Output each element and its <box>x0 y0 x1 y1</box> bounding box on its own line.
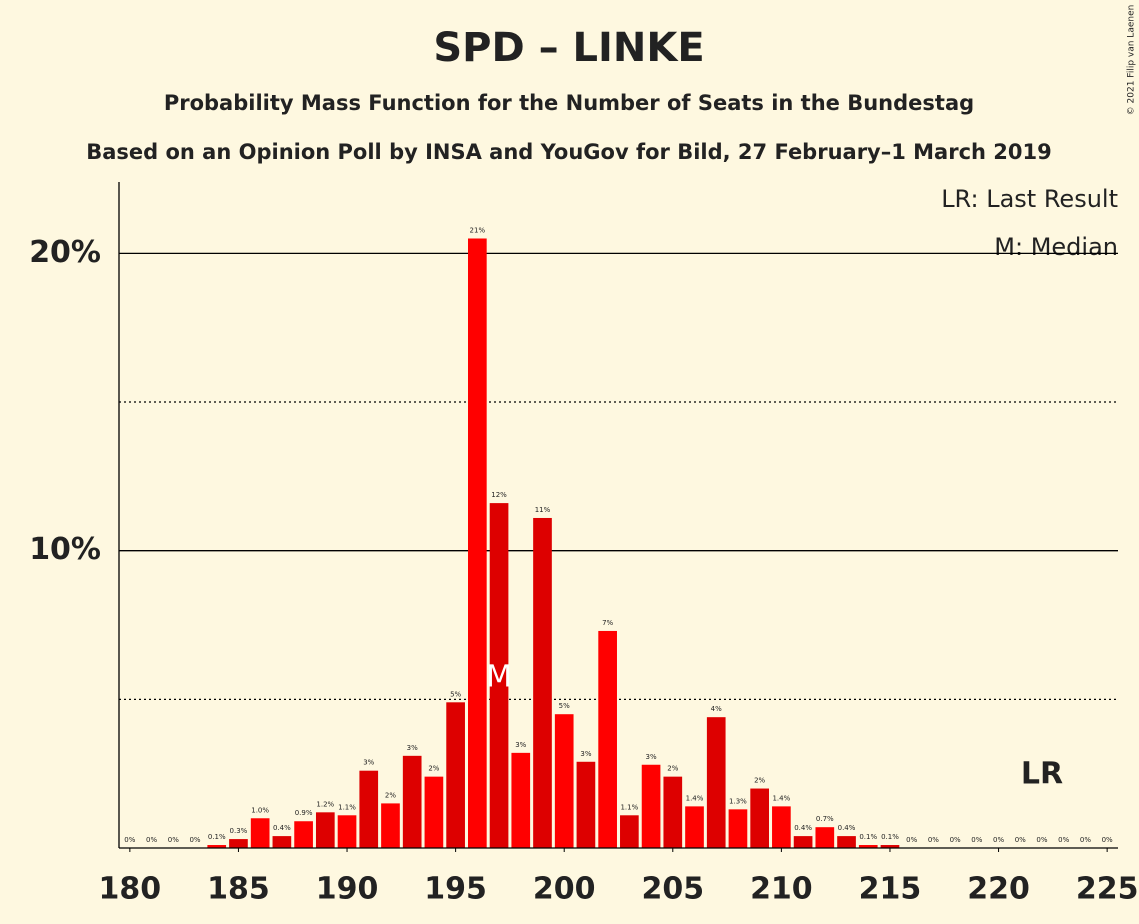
bar <box>815 827 835 848</box>
bar <box>511 752 531 848</box>
value-label: 0.1% <box>208 833 226 841</box>
value-label: 0% <box>189 836 200 844</box>
bar <box>337 815 357 848</box>
value-label: 0% <box>993 836 1004 844</box>
value-label: 5% <box>450 690 461 698</box>
value-label: 4% <box>711 705 722 713</box>
value-label: 5% <box>559 702 570 710</box>
value-label: 3% <box>580 750 591 758</box>
value-label: 3% <box>646 753 657 761</box>
value-label: 0.4% <box>838 824 856 832</box>
x-tick-label: 225 <box>1076 872 1139 907</box>
bar <box>489 503 509 848</box>
bar <box>207 845 227 848</box>
bar <box>359 770 379 848</box>
value-label: 0% <box>1102 836 1113 844</box>
value-label: 0.3% <box>230 827 248 835</box>
bar <box>706 717 726 848</box>
bar <box>576 761 596 848</box>
value-label: 0% <box>1080 836 1091 844</box>
copyright: © 2021 Filip van Laenen <box>1127 5 1137 116</box>
x-tick-label: 180 <box>99 872 162 907</box>
bar <box>315 812 335 848</box>
value-label: 2% <box>428 765 439 773</box>
bar <box>229 839 248 848</box>
value-label: 0% <box>906 836 917 844</box>
value-label: 2% <box>667 765 678 773</box>
value-label: 11% <box>535 506 551 514</box>
value-label: 12% <box>491 491 507 499</box>
bar <box>402 755 422 848</box>
value-label: 2% <box>754 777 765 785</box>
x-tick-label: 190 <box>316 872 379 907</box>
value-label: 3% <box>363 759 374 767</box>
bar <box>598 630 617 848</box>
x-tick-label: 205 <box>641 872 704 907</box>
value-label: 1.1% <box>620 803 638 811</box>
bar <box>772 806 791 848</box>
value-label: 1.1% <box>338 803 356 811</box>
bar <box>685 806 704 848</box>
value-label: 0.1% <box>881 833 899 841</box>
bar <box>467 238 487 848</box>
value-label: 3% <box>515 741 526 749</box>
bar <box>424 776 444 848</box>
chart-subtitle: Probability Mass Function for the Number… <box>164 91 974 115</box>
value-label: 0.9% <box>295 809 313 817</box>
bar <box>837 836 856 848</box>
y-tick-label: 20% <box>29 235 101 270</box>
value-label: 0% <box>146 836 157 844</box>
value-label: 0% <box>928 836 939 844</box>
x-tick-label: 195 <box>424 872 487 907</box>
bar <box>620 815 639 848</box>
value-label: 2% <box>385 791 396 799</box>
bar <box>858 845 878 848</box>
value-label: 0.7% <box>816 815 834 823</box>
x-tick-label: 220 <box>967 872 1030 907</box>
value-label: 0.4% <box>273 824 291 832</box>
legend-entry: LR: Last Result <box>941 185 1118 213</box>
x-tick-label: 210 <box>750 872 813 907</box>
bar <box>663 776 683 848</box>
bar <box>750 788 770 848</box>
bar <box>272 836 292 848</box>
value-label: 1.4% <box>772 794 790 802</box>
value-label: 1.3% <box>729 797 747 805</box>
value-label: 0% <box>950 836 961 844</box>
value-label: 0% <box>168 836 179 844</box>
bar <box>793 836 813 848</box>
value-label: 1.4% <box>686 794 704 802</box>
x-tick-label: 200 <box>533 872 596 907</box>
value-label: 0% <box>1058 836 1069 844</box>
chart-title: SPD – LINKE <box>433 25 704 71</box>
bar <box>728 809 748 848</box>
x-tick-label: 215 <box>859 872 922 907</box>
y-tick-label: 10% <box>29 532 101 567</box>
bar <box>641 764 661 848</box>
value-label: 0% <box>1036 836 1047 844</box>
value-label: 1.0% <box>251 806 269 814</box>
value-label: 21% <box>470 226 486 234</box>
last-result-marker: LR <box>1021 757 1063 792</box>
value-label: 0.4% <box>794 824 812 832</box>
bar <box>446 702 465 848</box>
median-marker: M <box>486 660 512 695</box>
value-label: 0% <box>971 836 982 844</box>
bar <box>250 818 270 848</box>
bar <box>554 714 574 848</box>
bar <box>880 845 900 848</box>
value-label: 0.1% <box>859 833 877 841</box>
value-label: 7% <box>602 619 613 627</box>
value-label: 1.2% <box>316 800 334 808</box>
value-label: 0% <box>1015 836 1026 844</box>
bar <box>294 821 313 848</box>
value-label: 3% <box>407 744 418 752</box>
legend-entry: M: Median <box>994 233 1118 261</box>
chart-subtitle: Based on an Opinion Poll by INSA and You… <box>86 140 1052 164</box>
x-tick-label: 185 <box>207 872 270 907</box>
bar <box>381 803 400 848</box>
value-label: 0% <box>124 836 135 844</box>
bar <box>533 517 552 848</box>
